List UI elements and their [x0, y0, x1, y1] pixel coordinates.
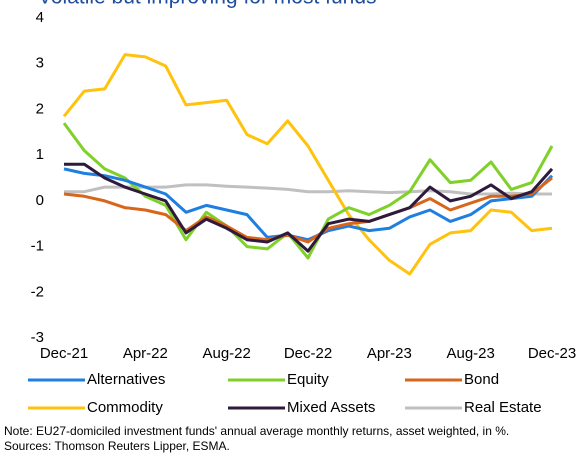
y-tick-label: 2	[36, 100, 44, 117]
series-line	[63, 167, 554, 242]
source: Sources: Thomson Reuters Lipper, ESMA.	[4, 439, 230, 453]
y-tick-label: -3	[31, 329, 44, 346]
x-tick-label: Aug-22	[202, 345, 250, 362]
legend-label: Equity	[287, 371, 329, 388]
chart: Volatile but improving for most funds -3…	[28, 0, 576, 416]
series-line	[64, 162, 554, 253]
x-tick-label: Apr-22	[123, 345, 168, 362]
legend-label: Mixed Assets	[287, 399, 375, 416]
series-line	[63, 176, 553, 244]
y-tick-label: 0	[36, 192, 44, 209]
legend-label: Alternatives	[87, 371, 165, 388]
x-tick-label: Dec-23	[528, 345, 576, 362]
series-line	[62, 53, 553, 276]
y-tick-label: 3	[36, 55, 44, 72]
legend-label: Bond	[464, 371, 499, 388]
series-line	[62, 122, 554, 260]
legend-label: Real Estate	[464, 399, 542, 416]
chart-title: Volatile but improving for most funds	[38, 0, 377, 9]
note: Note: EU27-domiciled investment funds' a…	[4, 424, 510, 438]
x-tick-label: Aug-23	[446, 345, 494, 362]
y-tick-label: -2	[31, 283, 44, 300]
legend-label: Commodity	[87, 399, 163, 416]
notes: Note: EU27-domiciled investment funds' a…	[4, 424, 579, 454]
x-tick-label: Dec-21	[40, 345, 88, 362]
y-tick-label: -1	[31, 238, 44, 255]
x-tick-label: Apr-23	[367, 345, 412, 362]
y-tick-label: 1	[36, 146, 44, 163]
x-tick-label: Dec-22	[284, 345, 332, 362]
y-tick-label: 4	[36, 9, 44, 26]
